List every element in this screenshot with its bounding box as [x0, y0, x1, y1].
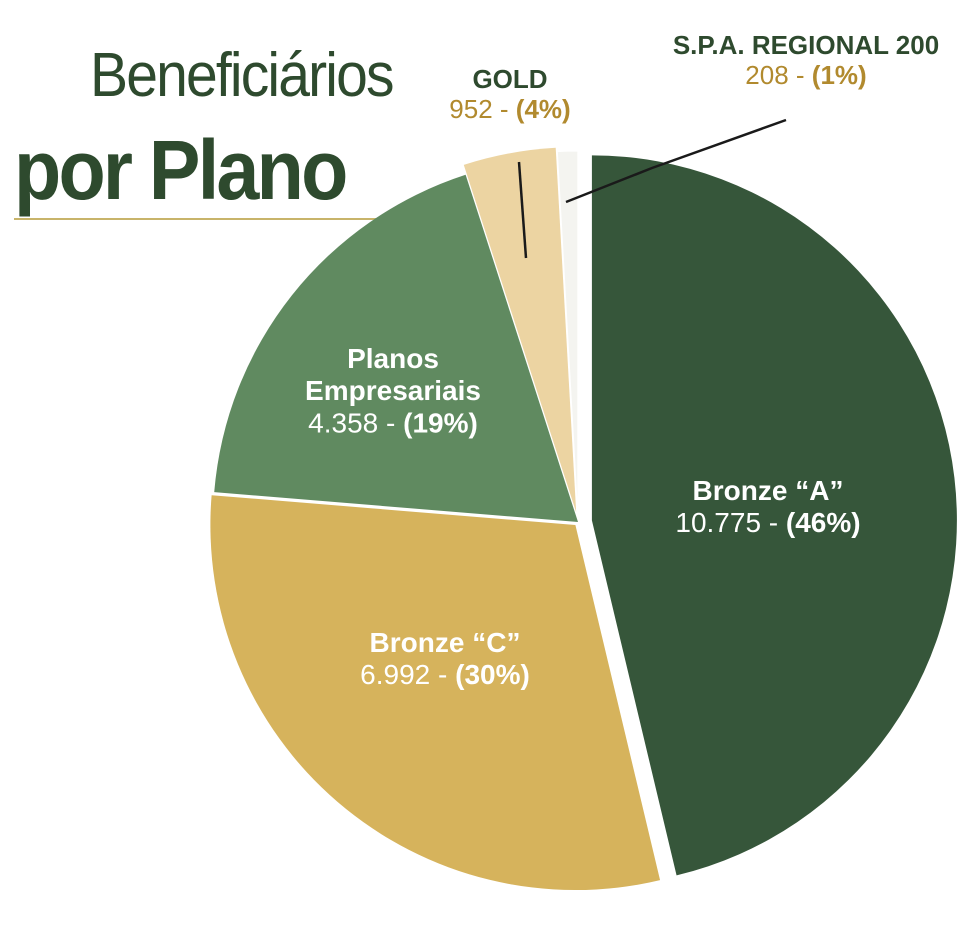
data-label-planos-empresariais: Planos Empresariais 4.358 - (19%) [305, 343, 481, 438]
data-label-s-p-a-regional-200: S.P.A. REGIONAL 200 208 - (1%) [673, 30, 939, 90]
data-label-bronze-c: Bronze “C” 6.992 - (30%) [360, 627, 530, 690]
pie-slice-gold [463, 147, 577, 513]
title-underline [14, 218, 394, 220]
pie-slice-bronze-c [210, 495, 661, 891]
pie-slice-bronze-a [591, 155, 957, 876]
leader-line-spa-regional-200 [565, 118, 787, 204]
leader-line-gold [517, 161, 528, 259]
data-label-gold: GOLD 952 - (4%) [449, 64, 570, 124]
data-label-bronze-a: Bronze “A” 10.775 - (46%) [675, 475, 860, 538]
pie-slice-planos-empresariais [214, 174, 578, 523]
chart-title-line1: Beneficiários [90, 41, 394, 110]
chart-title-line2: por Plano [14, 123, 348, 217]
pie-slice-s-p-a-regional-200 [556, 150, 579, 517]
